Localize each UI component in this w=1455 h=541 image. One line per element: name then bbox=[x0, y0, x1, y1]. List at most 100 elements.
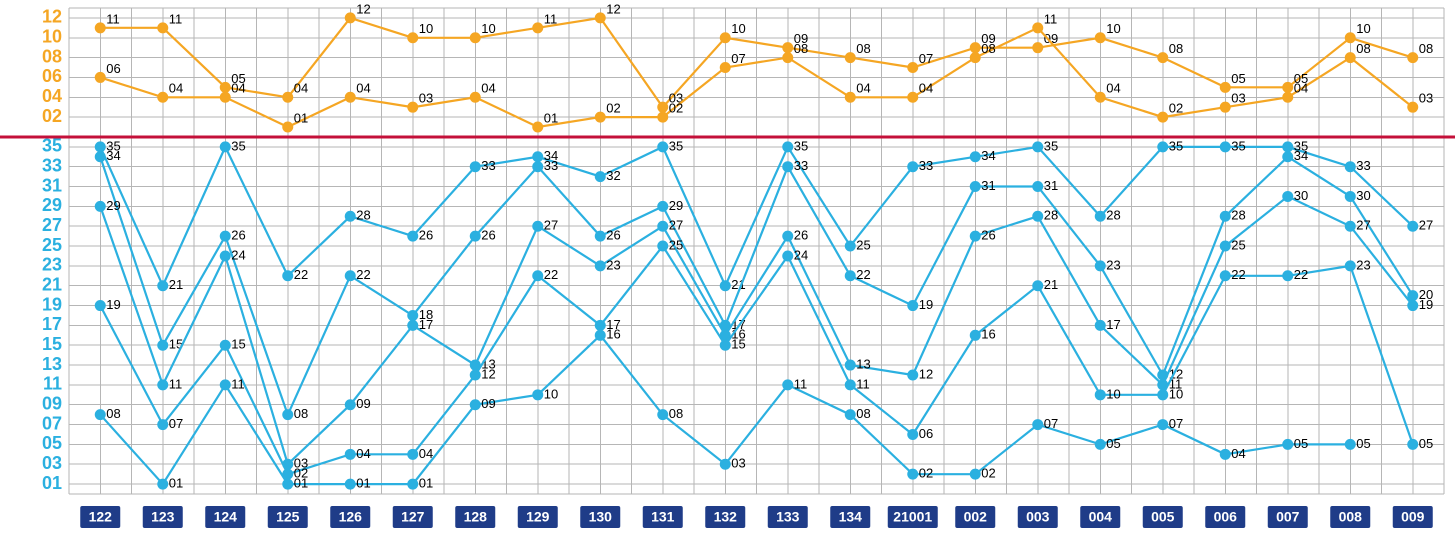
marker bbox=[1158, 142, 1167, 151]
point-label: 08 bbox=[669, 406, 683, 421]
marker bbox=[408, 311, 417, 320]
marker bbox=[471, 162, 480, 171]
marker bbox=[158, 93, 167, 102]
x-tile-label: 006 bbox=[1214, 509, 1238, 525]
y-tick-bottom: 05 bbox=[42, 433, 62, 453]
marker bbox=[658, 103, 667, 112]
point-label: 12 bbox=[919, 366, 933, 381]
marker bbox=[596, 321, 605, 330]
point-label: 28 bbox=[1044, 208, 1058, 223]
marker bbox=[908, 93, 917, 102]
y-tick-bottom: 07 bbox=[42, 413, 62, 433]
x-tile-label: 130 bbox=[589, 509, 613, 525]
marker bbox=[971, 232, 980, 241]
point-label: 04 bbox=[919, 81, 933, 96]
marker bbox=[721, 281, 730, 290]
point-label: 02 bbox=[1169, 101, 1183, 116]
marker bbox=[158, 480, 167, 489]
marker bbox=[346, 271, 355, 280]
x-tile-label: 008 bbox=[1339, 509, 1363, 525]
point-label: 04 bbox=[856, 81, 870, 96]
lottery-trend-chart: 0204060810120103050709111315171921232527… bbox=[0, 0, 1455, 541]
point-label: 11 bbox=[1044, 11, 1058, 26]
marker bbox=[658, 202, 667, 211]
marker bbox=[158, 341, 167, 350]
marker bbox=[1283, 192, 1292, 201]
marker bbox=[971, 331, 980, 340]
marker bbox=[908, 430, 917, 439]
y-tick-bottom: 11 bbox=[43, 374, 62, 394]
marker bbox=[408, 321, 417, 330]
marker bbox=[783, 162, 792, 171]
marker bbox=[596, 232, 605, 241]
marker bbox=[1096, 261, 1105, 270]
point-label: 33 bbox=[794, 158, 808, 173]
point-label: 10 bbox=[1106, 21, 1120, 36]
marker bbox=[1033, 23, 1042, 32]
point-label: 28 bbox=[1231, 208, 1245, 223]
marker bbox=[1346, 192, 1355, 201]
point-label: 21 bbox=[169, 277, 183, 292]
point-label: 23 bbox=[1106, 257, 1120, 272]
marker bbox=[283, 123, 292, 132]
marker bbox=[1158, 113, 1167, 122]
marker bbox=[346, 480, 355, 489]
point-label: 33 bbox=[544, 158, 558, 173]
marker bbox=[721, 33, 730, 42]
marker bbox=[471, 400, 480, 409]
point-label: 04 bbox=[1231, 446, 1245, 461]
marker bbox=[1346, 53, 1355, 62]
marker bbox=[783, 142, 792, 151]
marker bbox=[408, 480, 417, 489]
point-label: 26 bbox=[606, 228, 620, 243]
marker bbox=[221, 232, 230, 241]
marker bbox=[1158, 53, 1167, 62]
point-label: 08 bbox=[294, 406, 308, 421]
y-tick-bottom: 21 bbox=[42, 274, 62, 294]
y-tick-bottom: 33 bbox=[42, 155, 62, 175]
marker bbox=[283, 271, 292, 280]
marker bbox=[1096, 390, 1105, 399]
y-tick-top: 12 bbox=[42, 7, 62, 27]
y-tick-top: 06 bbox=[42, 66, 62, 86]
marker bbox=[1221, 142, 1230, 151]
marker bbox=[1221, 103, 1230, 112]
point-label: 01 bbox=[294, 476, 308, 491]
marker bbox=[1033, 182, 1042, 191]
point-label: 22 bbox=[856, 267, 870, 282]
marker bbox=[1033, 142, 1042, 151]
y-tick-bottom: 23 bbox=[42, 255, 62, 275]
point-label: 12 bbox=[481, 366, 495, 381]
point-label: 30 bbox=[1294, 188, 1308, 203]
point-label: 17 bbox=[1106, 317, 1120, 332]
y-tick-bottom: 19 bbox=[42, 294, 62, 314]
point-label: 07 bbox=[731, 51, 745, 66]
marker bbox=[346, 13, 355, 22]
point-label: 10 bbox=[481, 21, 495, 36]
y-tick-bottom: 35 bbox=[42, 136, 62, 156]
x-tile-label: 129 bbox=[526, 509, 550, 525]
marker bbox=[1096, 440, 1105, 449]
point-label: 26 bbox=[481, 228, 495, 243]
marker bbox=[658, 222, 667, 231]
marker bbox=[1408, 301, 1417, 310]
point-label: 04 bbox=[294, 81, 308, 96]
x-tile-label: 009 bbox=[1401, 509, 1425, 525]
point-label: 08 bbox=[981, 41, 995, 56]
point-label: 07 bbox=[1044, 416, 1058, 431]
x-axis-tiles: 1221231241251261271281291301311321331342… bbox=[80, 506, 1433, 528]
y-tick-bottom: 09 bbox=[42, 393, 62, 413]
marker bbox=[221, 341, 230, 350]
marker bbox=[346, 400, 355, 409]
marker bbox=[846, 93, 855, 102]
marker bbox=[1346, 162, 1355, 171]
marker bbox=[471, 370, 480, 379]
point-label: 13 bbox=[856, 356, 870, 371]
point-label: 09 bbox=[356, 396, 370, 411]
point-label: 23 bbox=[606, 257, 620, 272]
point-label: 27 bbox=[1419, 218, 1433, 233]
marker bbox=[346, 212, 355, 221]
point-label: 35 bbox=[794, 138, 808, 153]
x-tile-label: 123 bbox=[151, 509, 175, 525]
point-label: 33 bbox=[481, 158, 495, 173]
